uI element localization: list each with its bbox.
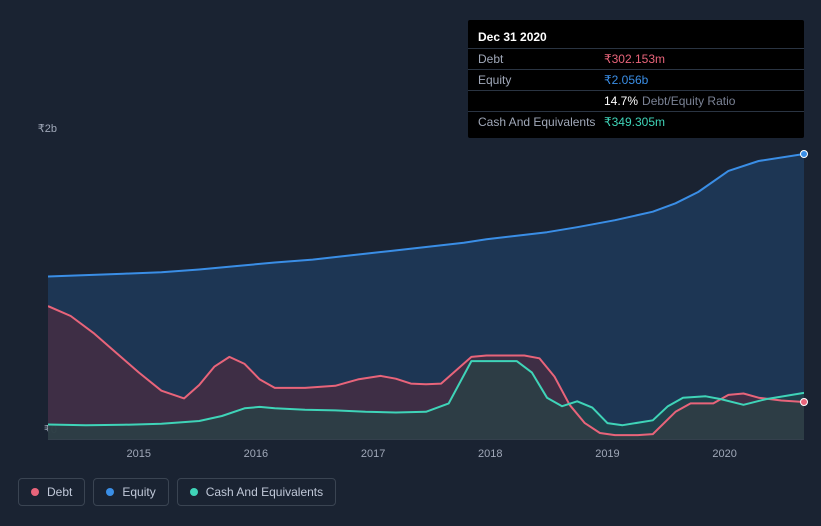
- chart-legend: Debt Equity Cash And Equivalents: [18, 478, 336, 506]
- x-axis-label: 2020: [712, 448, 736, 460]
- tooltip-value: ₹349.305m: [604, 115, 665, 129]
- legend-item-debt[interactable]: Debt: [18, 478, 85, 506]
- legend-label-debt: Debt: [47, 485, 72, 499]
- legend-dot-cash: [190, 488, 198, 496]
- legend-dot-debt: [31, 488, 39, 496]
- tooltip-date: Dec 31 2020: [468, 26, 804, 48]
- x-axis-label: 2019: [595, 448, 619, 460]
- tooltip-row: 14.7% Debt/Equity Ratio: [468, 90, 804, 111]
- legend-label-equity: Equity: [122, 485, 155, 499]
- series-end-marker: [800, 398, 808, 406]
- legend-dot-equity: [106, 488, 114, 496]
- tooltip-value: ₹302.153m: [604, 52, 665, 66]
- tooltip-label: Debt: [478, 52, 604, 66]
- legend-item-equity[interactable]: Equity: [93, 478, 168, 506]
- x-axis-label: 2017: [361, 448, 385, 460]
- x-axis-label: 2016: [244, 448, 268, 460]
- series-end-marker: [800, 150, 808, 158]
- legend-label-cash: Cash And Equivalents: [206, 485, 323, 499]
- tooltip-label: Cash And Equivalents: [478, 115, 604, 129]
- tooltip-value: 14.7%: [604, 94, 638, 108]
- chart-tooltip: Dec 31 2020 Debt₹302.153mEquity₹2.056b14…: [468, 20, 804, 138]
- tooltip-row: Debt₹302.153m: [468, 48, 804, 69]
- x-axis-label: 2018: [478, 448, 502, 460]
- tooltip-row: Cash And Equivalents₹349.305m: [468, 111, 804, 132]
- chart-plot: [48, 130, 804, 440]
- tooltip-suffix: Debt/Equity Ratio: [642, 94, 735, 108]
- tooltip-row: Equity₹2.056b: [468, 69, 804, 90]
- tooltip-value: ₹2.056b: [604, 73, 648, 87]
- tooltip-label: [478, 94, 604, 108]
- legend-item-cash[interactable]: Cash And Equivalents: [177, 478, 336, 506]
- tooltip-label: Equity: [478, 73, 604, 87]
- x-axis-label: 2015: [126, 448, 150, 460]
- x-axis-labels: 2015 2016 2017 2018 2019 2020: [48, 448, 804, 464]
